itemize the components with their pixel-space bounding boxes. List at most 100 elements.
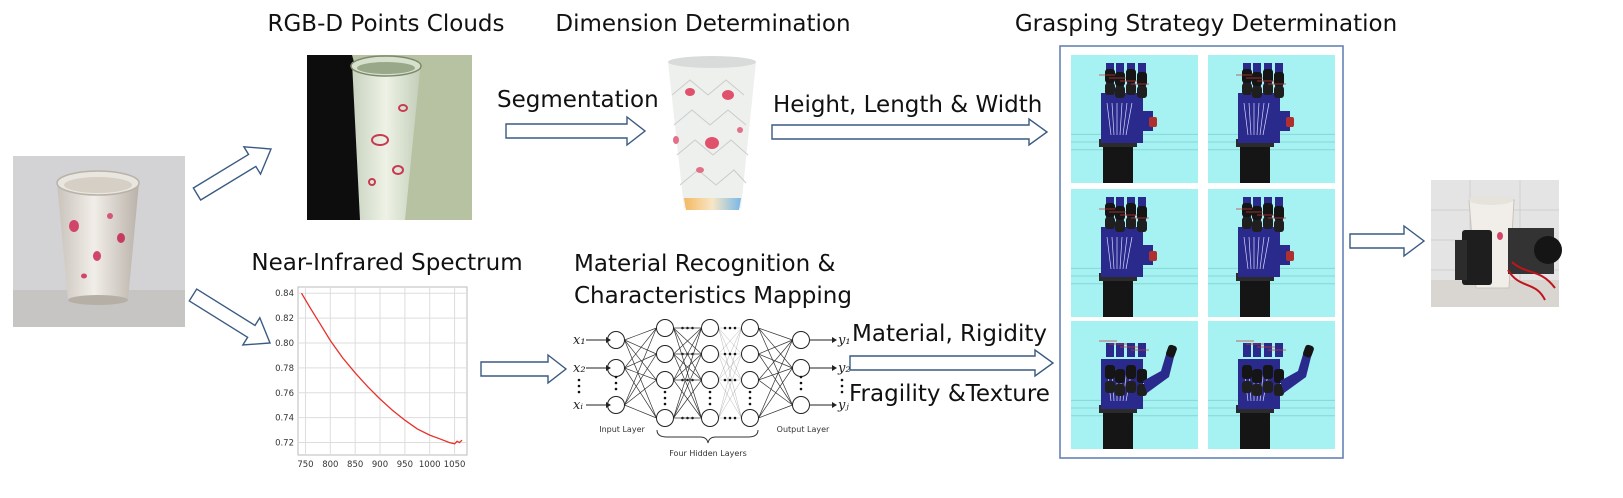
nn-ellipsis [663,390,667,394]
label-rgbd-point-clouds: RGB-D Points Clouds [267,11,505,37]
nir-y-tick-label: 0.72 [275,439,294,449]
grasping-frame-border [1059,45,1344,459]
nn-neuron [741,319,759,337]
nn-edge [624,327,657,341]
robotic-hand-render [1071,189,1198,317]
nn-edge [758,404,793,419]
nn-edge [673,353,702,381]
nn-ellipsis [723,378,727,382]
nn-ellipsis [577,378,581,382]
nn-ellipsis [840,384,844,388]
nn-edge [718,327,742,419]
nn-arrow-head [832,337,837,343]
nn-edge [718,353,742,419]
arrow-to-rgbd [192,145,273,201]
nir-x-tick-label: 800 [322,460,338,470]
robotic-hand-render [1208,55,1335,183]
nn-ellipsis [748,396,752,400]
nn-ellipsis [728,352,732,356]
rgbd-point-cloud-image [307,55,472,220]
nir-spectrum-line [300,292,463,445]
nn-ellipsis [614,387,618,391]
nn-ellipsis [723,326,727,330]
nn-edge [758,327,793,406]
nir-x-tick-label: 1050 [444,460,466,470]
nir-y-tick-label: 0.80 [275,339,294,349]
nn-ellipsis [728,378,732,382]
nn-ellipsis [733,416,737,420]
nn-neuron [701,409,719,427]
nn-ellipsis [577,390,581,394]
nn-edge [758,339,793,419]
nn-neuron [656,409,674,427]
robotic-hand-render [1071,321,1198,449]
nn-connections [624,326,793,420]
label-grasping-strategy: Grasping Strategy Determination [1014,11,1398,37]
label-characteristics-mapping: Characteristics Mapping [574,283,852,309]
arrow-properties [849,348,1055,378]
grasping-panels [1071,55,1335,449]
neural-network-diagram: x₁ x₂ xᵢ y₁ y₂ yⱼ Input Layer Output Layer Four … [573,319,851,458]
nn-edge [758,339,793,381]
nir-grid [298,287,467,455]
nn-edge [624,327,657,369]
nn-ellipsis [840,378,844,382]
nn-ellipsis [728,416,732,420]
nn-arrow-head [606,337,611,343]
nn-hidden-brace [656,429,759,444]
nn-ellipsis [799,387,803,391]
label-material-recognition: Material Recognition & [574,251,836,277]
nn-hidden-layers-label: Four Hidden Layers [669,449,747,458]
nn-ellipsis [723,352,727,356]
label-material-rigidity: Material, Rigidity [852,321,1048,347]
nn-arrow-head [832,365,837,371]
nn-edge [758,367,793,419]
nn-ellipsis [614,375,618,379]
nn-edge [758,339,793,355]
nir-y-ticks: 0.72 0.74 0.76 0.78 0.80 0.82 0.84 [275,289,294,448]
nn-ellipsis [748,402,752,406]
nir-spectrum-chart: 750 800 850 900 950 1000 1050 0.72 0.74 0.76 0.78… [275,286,468,470]
nn-edge [718,353,742,419]
label-fragility-texture: Fragility &Texture [849,381,1050,407]
nn-edge [624,379,657,406]
nn-edge [758,353,793,369]
nn-output-var: yⱼ [837,398,849,413]
nn-neuron [792,396,810,414]
nn-arrow-head [832,402,837,408]
nn-edge [718,353,742,381]
nn-edge [758,367,793,381]
nn-ellipsis [840,390,844,394]
nir-x-ticks: 750 800 850 900 950 1000 1050 [297,460,465,470]
nn-ellipsis [708,402,712,406]
nir-y-tick-label: 0.84 [275,289,294,299]
nn-input-var: x₁ [573,333,586,348]
nn-ellipsis [728,326,732,330]
nn-edge [624,353,657,369]
output-grasp-photo [1431,180,1562,307]
nn-neuron [741,345,759,363]
input-cup-photo [13,156,185,327]
nn-edge [718,379,742,419]
nn-edge [718,327,742,381]
nn-output-layer-label: Output Layer [777,425,830,434]
nir-x-tick-label: 1000 [419,460,441,470]
nn-neuron [792,359,810,377]
nn-neuron [792,331,810,349]
nn-ellipsis [799,375,803,379]
nn-ellipsis [577,384,581,388]
nn-arrow-head [606,365,611,371]
nn-edge [718,353,742,381]
arrow-dimensions [771,117,1049,147]
nn-edge [673,327,702,419]
nn-edge [624,367,657,419]
nir-x-tick-label: 850 [347,460,363,470]
nn-ellipsis [733,378,737,382]
nn-ellipsis [663,402,667,406]
nn-ellipsis [708,390,712,394]
nn-input-var: x₂ [573,361,586,376]
nn-edge [718,327,742,419]
nn-input-var: xᵢ [573,398,583,413]
label-height-length-width: Height, Length & Width [773,92,1043,118]
